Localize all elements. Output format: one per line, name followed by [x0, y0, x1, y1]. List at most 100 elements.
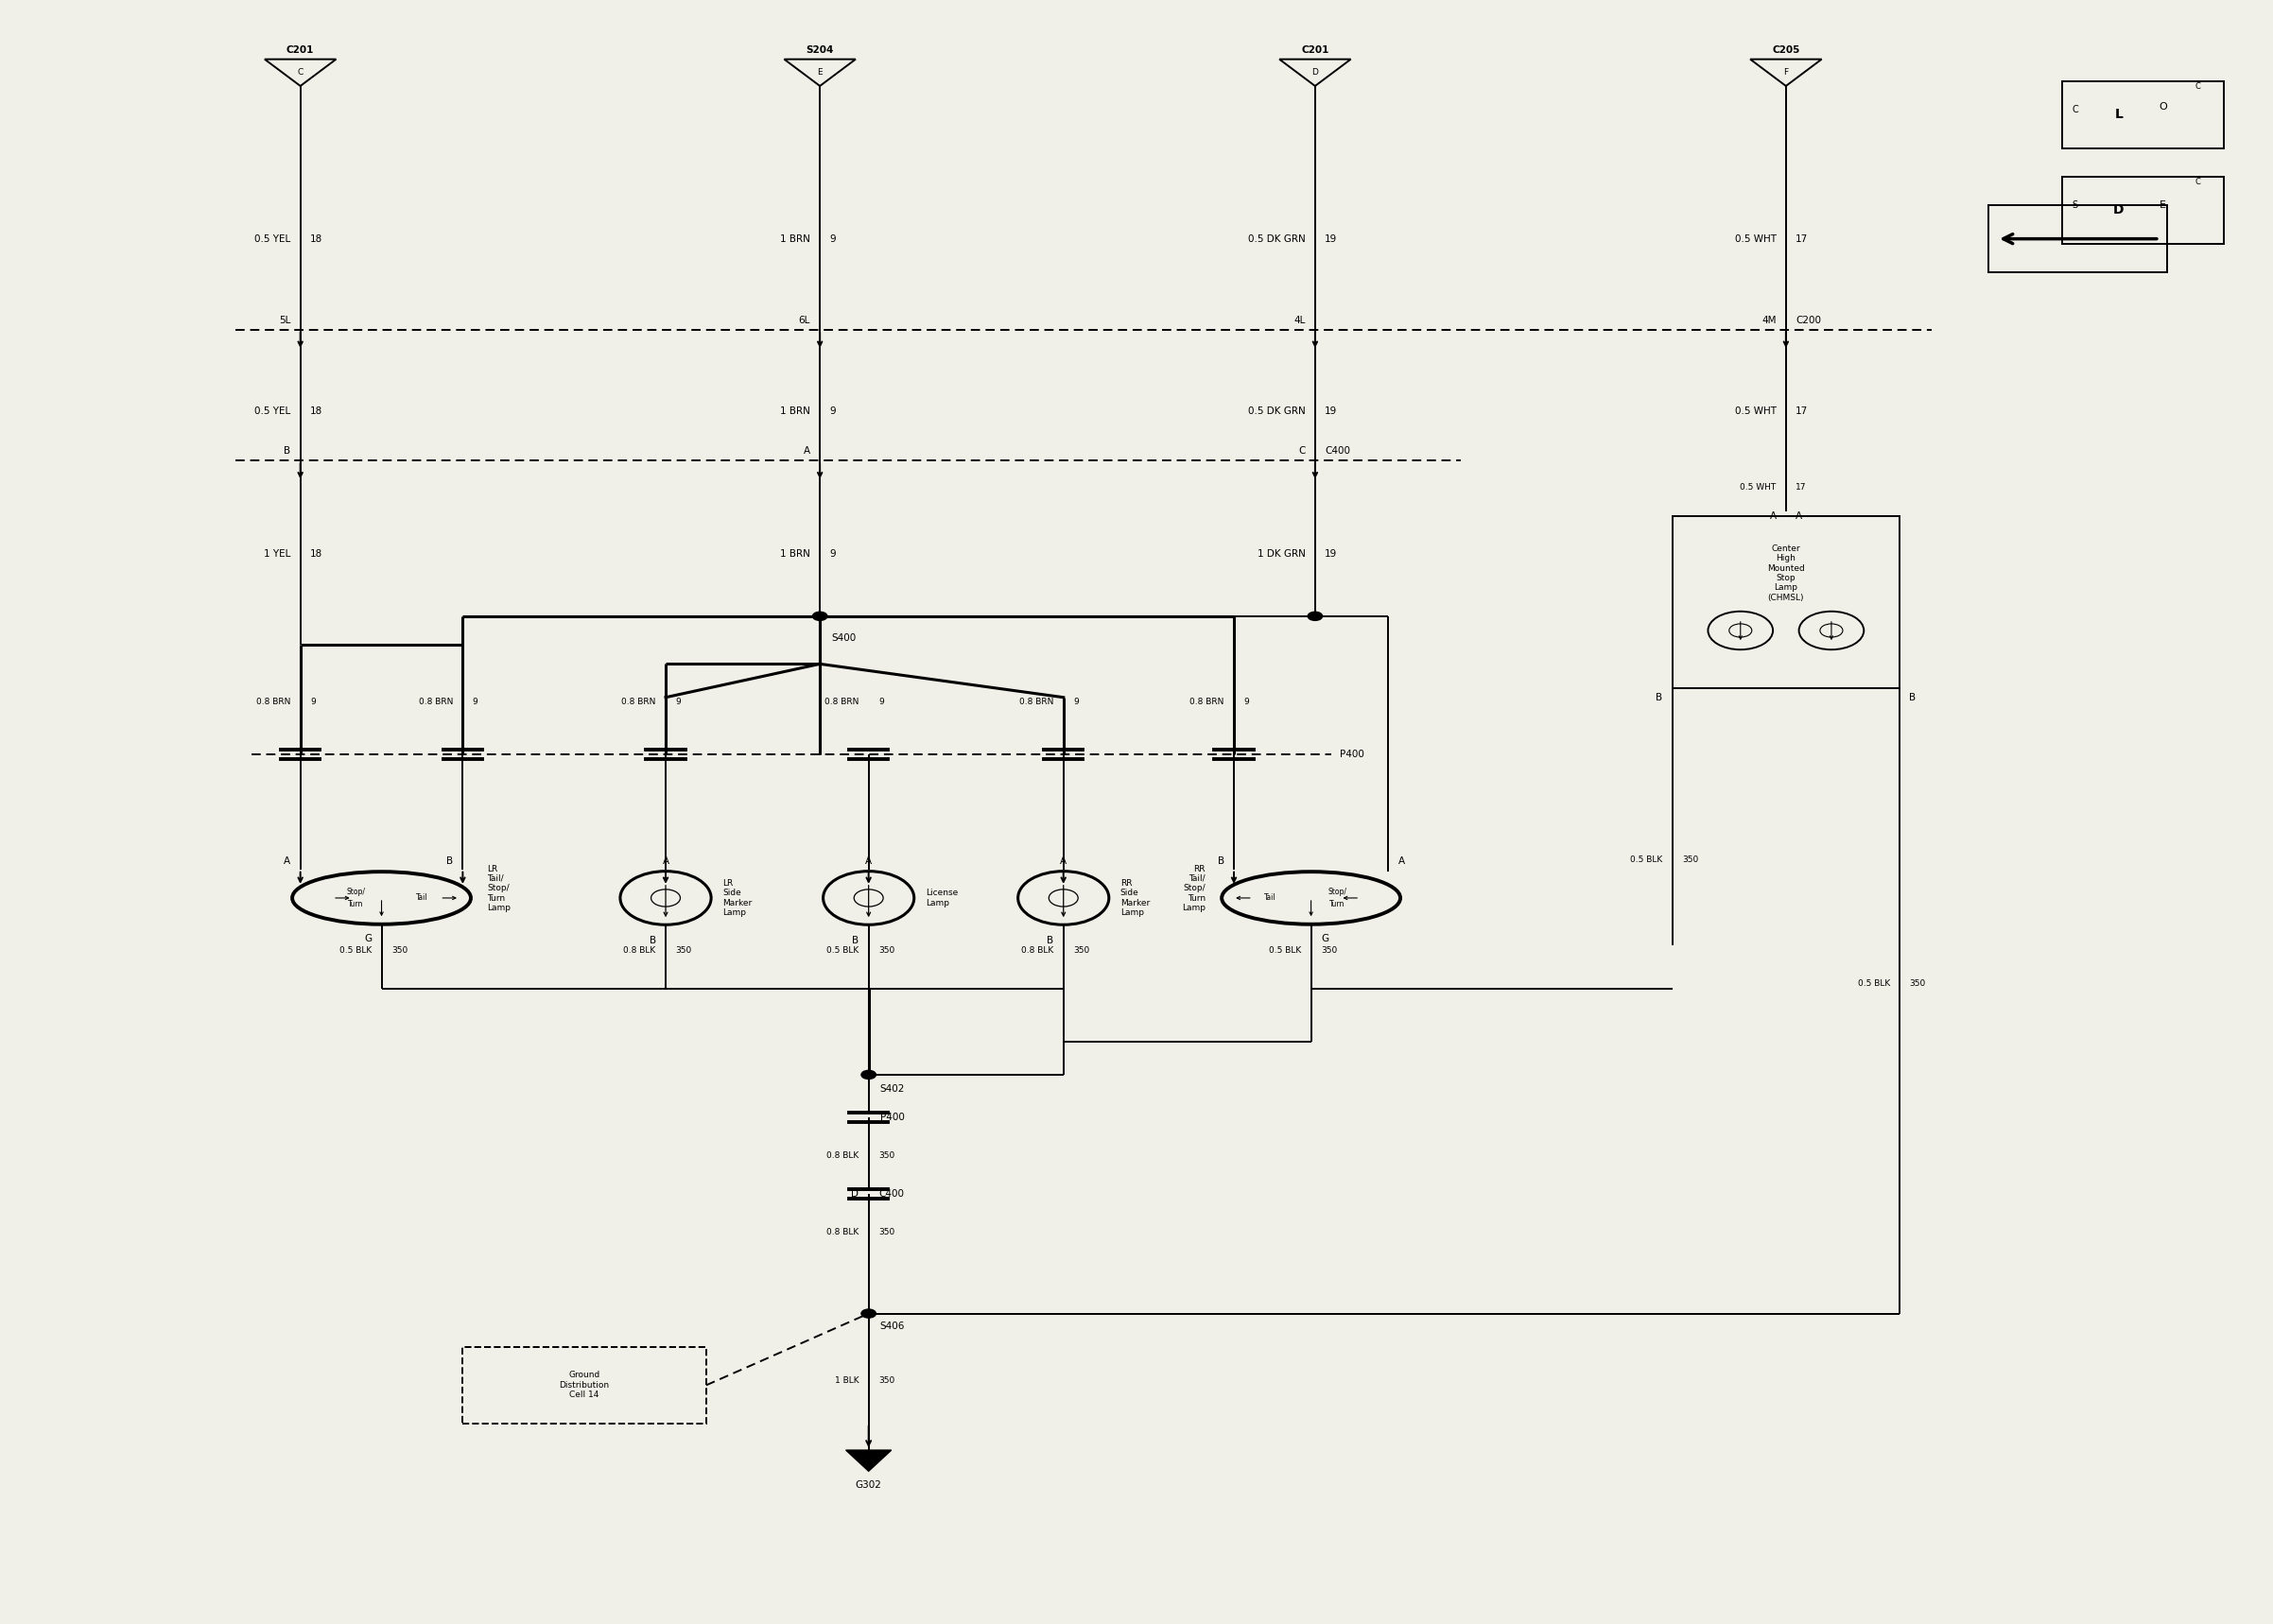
Text: 350: 350: [1682, 856, 1698, 864]
Circle shape: [1307, 612, 1323, 620]
Text: Stop/: Stop/: [345, 888, 366, 896]
Text: 0.8 BRN: 0.8 BRN: [257, 698, 291, 706]
Text: P400: P400: [1339, 750, 1364, 760]
Text: 9: 9: [830, 406, 836, 416]
Text: 9: 9: [1073, 698, 1080, 706]
Text: 1 BLK: 1 BLK: [834, 1376, 859, 1385]
Text: B: B: [1909, 692, 1916, 702]
Text: C201: C201: [1300, 45, 1330, 55]
Text: Tail: Tail: [1264, 893, 1277, 903]
Text: 0.5 WHT: 0.5 WHT: [1734, 406, 1775, 416]
Text: C: C: [298, 68, 302, 76]
Circle shape: [861, 1309, 875, 1317]
Text: P400: P400: [880, 1112, 905, 1122]
Text: 0.5 WHT: 0.5 WHT: [1741, 482, 1775, 492]
Text: S400: S400: [832, 633, 857, 643]
Polygon shape: [846, 1450, 891, 1471]
Text: A: A: [1768, 512, 1775, 521]
Text: O: O: [2159, 102, 2168, 112]
Text: C: C: [2071, 106, 2078, 115]
Text: 0.8 BRN: 0.8 BRN: [621, 698, 657, 706]
Text: 0.5 DK GRN: 0.5 DK GRN: [1248, 406, 1305, 416]
Text: 9: 9: [309, 698, 316, 706]
Text: L: L: [2114, 109, 2123, 122]
Text: 0.5 WHT: 0.5 WHT: [1734, 234, 1775, 244]
Text: 9: 9: [877, 698, 884, 706]
Text: B: B: [446, 856, 452, 866]
Text: G302: G302: [855, 1481, 882, 1491]
Text: A: A: [284, 856, 291, 866]
Text: 0.5 BLK: 0.5 BLK: [339, 947, 373, 955]
Text: 0.8 BLK: 0.8 BLK: [1021, 947, 1055, 955]
Text: C400: C400: [877, 1189, 905, 1199]
Text: 17: 17: [1796, 234, 1809, 244]
Text: Turn: Turn: [1330, 900, 1346, 908]
Text: 0.5 BLK: 0.5 BLK: [1268, 947, 1300, 955]
Text: 0.8 BRN: 0.8 BRN: [1018, 698, 1055, 706]
Text: F: F: [1784, 68, 1789, 76]
Text: 0.5 YEL: 0.5 YEL: [255, 234, 291, 244]
Text: C400: C400: [1325, 447, 1350, 456]
Bar: [1673, 516, 1900, 689]
Text: 18: 18: [309, 234, 323, 244]
Text: 1 BRN: 1 BRN: [780, 234, 809, 244]
Text: License
Lamp: License Lamp: [925, 888, 957, 908]
Text: D: D: [852, 1189, 859, 1199]
Text: 350: 350: [877, 947, 896, 955]
Text: 0.5 BLK: 0.5 BLK: [1857, 979, 1889, 989]
Text: RR
Side
Marker
Lamp: RR Side Marker Lamp: [1121, 879, 1150, 918]
Text: B: B: [650, 935, 657, 945]
Text: 9: 9: [1243, 698, 1250, 706]
Text: C: C: [2196, 177, 2200, 187]
Text: Ground
Distribution
Cell 14: Ground Distribution Cell 14: [559, 1371, 609, 1400]
Text: 9: 9: [675, 698, 682, 706]
Text: 350: 350: [675, 947, 691, 955]
Text: 18: 18: [309, 406, 323, 416]
Bar: [2062, 81, 2225, 148]
Text: 1 YEL: 1 YEL: [264, 549, 291, 559]
Text: Center
High
Mounted
Stop
Lamp
(CHMSL): Center High Mounted Stop Lamp (CHMSL): [1766, 544, 1805, 603]
Text: B: B: [1655, 692, 1662, 702]
Text: S204: S204: [807, 45, 834, 55]
Text: Tail: Tail: [416, 893, 427, 903]
Text: 0.5 YEL: 0.5 YEL: [255, 406, 291, 416]
Text: 0.8 BRN: 0.8 BRN: [1189, 698, 1225, 706]
Text: A: A: [1059, 856, 1066, 866]
Text: D: D: [1312, 68, 1318, 76]
Text: B: B: [284, 447, 291, 456]
Bar: [2062, 177, 2225, 244]
Text: E: E: [818, 68, 823, 76]
Text: 9: 9: [830, 234, 836, 244]
Text: G: G: [364, 934, 373, 944]
Text: 350: 350: [1321, 947, 1337, 955]
Text: A: A: [661, 856, 668, 866]
Bar: [1989, 205, 2168, 273]
Text: 350: 350: [877, 1376, 896, 1385]
Text: C: C: [1298, 447, 1305, 456]
Text: 17: 17: [1796, 482, 1807, 492]
Text: 6L: 6L: [798, 315, 809, 325]
Text: E: E: [2159, 201, 2166, 209]
Text: S: S: [2073, 201, 2078, 209]
Text: 0.8 BRN: 0.8 BRN: [825, 698, 859, 706]
Circle shape: [861, 1070, 875, 1078]
Text: A: A: [1398, 856, 1405, 866]
Text: 5L: 5L: [280, 315, 291, 325]
Text: RR
Tail/
Stop/
Turn
Lamp: RR Tail/ Stop/ Turn Lamp: [1182, 864, 1205, 913]
Text: 0.8 BLK: 0.8 BLK: [827, 1228, 859, 1236]
Text: 19: 19: [1325, 406, 1337, 416]
Text: 19: 19: [1325, 234, 1337, 244]
Text: 350: 350: [1073, 947, 1089, 955]
Text: C200: C200: [1796, 315, 1821, 325]
Text: B: B: [852, 935, 859, 945]
Text: B: B: [1218, 856, 1225, 866]
Text: 4L: 4L: [1293, 315, 1305, 325]
Text: LR
Tail/
Stop/
Turn
Lamp: LR Tail/ Stop/ Turn Lamp: [486, 864, 511, 913]
Text: 4M: 4M: [1762, 315, 1775, 325]
Text: 350: 350: [877, 1151, 896, 1160]
Text: D: D: [2114, 203, 2125, 216]
Text: 1 BRN: 1 BRN: [780, 549, 809, 559]
Text: 1 DK GRN: 1 DK GRN: [1257, 549, 1305, 559]
Text: 0.5 BLK: 0.5 BLK: [827, 947, 859, 955]
Text: 0.8 BRN: 0.8 BRN: [418, 698, 452, 706]
